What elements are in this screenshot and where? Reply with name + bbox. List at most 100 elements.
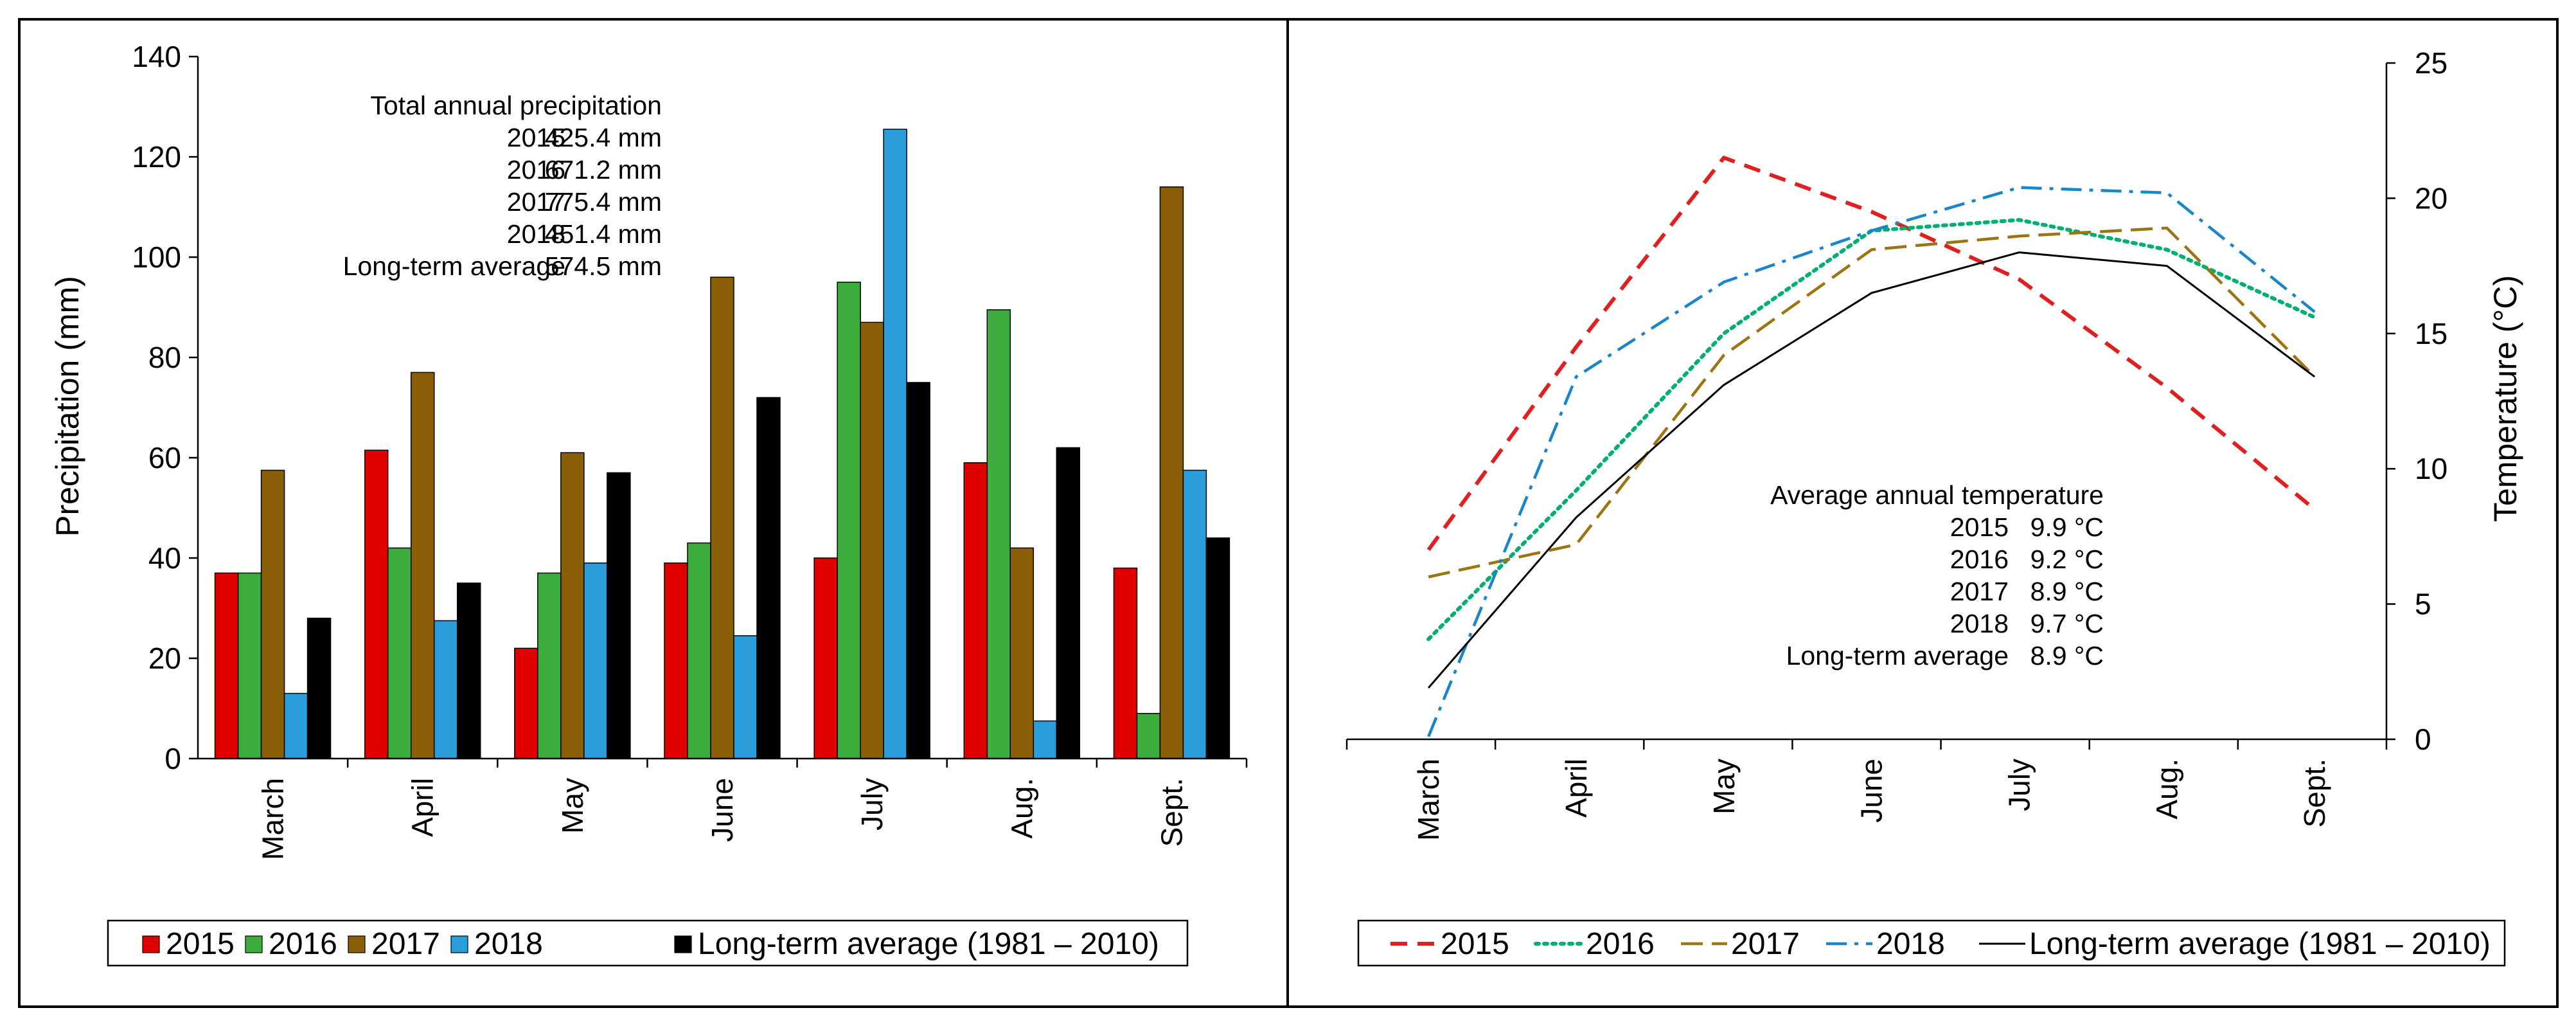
bar-2018-aug [1033,720,1058,759]
precipitation-annotation-label: Long-term average [343,251,565,281]
temperature-legend-label: 2017 [1731,927,1800,961]
bar-2015-aug [963,462,988,759]
precipitation-annotation-value: 671.2 mm [545,155,662,184]
bar-long-term-average-1981-2010-may [607,472,631,759]
line-2015 [1426,156,2316,552]
bar-2016-aug [986,309,1011,759]
temperature-y-tick-label: 15 [2415,317,2447,350]
bar-2017-may [560,452,585,759]
temperature-annotation: Average annual temperature 2015 9.9 °C 201… [1770,480,2104,670]
precipitation-legend-label: 2016 [269,927,337,961]
temperature-lines [1426,156,2317,737]
bar-2018-april [433,620,458,759]
temperature-annotation-label: 2016 [1950,544,2009,574]
precipitation-y-tick-label: 40 [148,541,181,575]
precipitation-legend-swatch-2015 [142,935,160,953]
temperature-legend-label: 2016 [1586,927,1655,961]
temperature-annotation-label: 2018 [1950,609,2009,638]
precipitation-axes: 0 20 40 60 80 100 120 140 March April May June July A… [132,40,1248,860]
bar-2015-sept [1113,567,1138,759]
precipitation-x-tick-label: Aug. [1005,778,1038,839]
bar-long-term-average-1981-2010-april [456,582,481,759]
precipitation-y-tick-label: 80 [148,341,181,374]
temperature-legend: 2015 2016 2017 2018 Long-term average (1981 … [1357,919,2506,967]
precipitation-legend-swatch-2017 [348,935,366,953]
precipitation-y-tick-label: 140 [132,40,181,73]
bar-2017-july [860,321,884,759]
temperature-y-tick-label: 20 [2415,181,2447,215]
bar-2017-june [710,276,734,759]
temperature-annotation-label: Long-term average [1786,641,2009,670]
precipitation-y-tick-label: 0 [164,742,181,775]
temperature-x-tick-label: Aug. [2150,759,2183,820]
precipitation-legend-label: 2015 [166,927,235,961]
precipitation-legend-box [107,919,1189,967]
precipitation-y-tick-label: 100 [132,240,181,274]
bar-2017-sept [1159,186,1184,759]
temperature-y-tick-label: 0 [2415,723,2431,756]
bar-2018-march [283,692,308,759]
precipitation-legend-swatch-long-term-average-1981-2010 [674,935,692,953]
precipitation-x-tick-label: June [706,778,739,842]
temperature-legend-label: Long-term average (1981 – 2010) [2029,927,2491,961]
bar-2015-march [214,572,239,759]
temperature-chart: 0 5 10 15 20 25 March April May June July Aug. Sept.… [1346,46,2523,967]
precipitation-x-tick-label: Sept. [1155,778,1188,847]
precipitation-legend-swatch-2016 [245,935,263,953]
temperature-legend-label: 2018 [1876,927,1945,961]
bar-2016-march [237,572,262,759]
precipitation-annotation-value: 574.5 mm [545,251,662,281]
precipitation-annotation-label: 2018 [507,219,565,249]
precipitation-bars [214,129,1230,759]
temperature-y-axis-label: Temperature (°C) [2487,275,2523,522]
temperature-axes: 0 5 10 15 20 25 March April May June July Aug. Sept. [1346,46,2447,841]
line-long-term-average-1981-2010 [1427,251,2316,688]
temperature-x-tick-label: May [1707,759,1741,815]
precipitation-annotation-title: Total annual precipitation [370,91,662,120]
temperature-legend-label: 2015 [1441,927,1509,961]
bar-2016-april [387,547,412,759]
bar-2016-sept [1136,713,1161,759]
precipitation-y-tick-label: 20 [148,642,181,675]
precipitation-x-tick-label: March [256,778,290,860]
bar-long-term-average-1981-2010-sept [1205,537,1230,759]
bar-2018-june [733,635,758,759]
temperature-annotation-label: 2015 [1950,512,2009,542]
precipitation-y-axis-label: Precipitation (mm) [49,276,85,537]
temperature-annotation-title: Average annual temperature [1770,480,2104,510]
temperature-annotation-value: 9.9 °C [2030,512,2104,542]
precipitation-legend-label: Long-term average (1981 – 2010) [698,927,1159,961]
bar-2017-aug [1009,547,1035,759]
precipitation-annotation-value: 451.4 mm [545,219,662,249]
temperature-legend-box [1357,919,2506,967]
precipitation-annotation-label: 2016 [507,155,565,184]
precipitation-y-tick-label: 60 [148,441,181,474]
temperature-x-tick-label: Sept. [2298,759,2331,827]
precipitation-chart: 0 20 40 60 80 100 120 140 March April May June July A… [49,40,1248,967]
bar-2018-sept [1182,469,1207,759]
temperature-x-tick-label: April [1559,759,1593,818]
temperature-annotation-value: 9.7 °C [2030,609,2104,638]
line-2016 [1426,218,2317,642]
temperature-x-tick-label: July [2003,759,2036,811]
precipitation-annotation-value: 775.4 mm [545,187,662,217]
bar-long-term-average-1981-2010-aug [1056,447,1081,759]
precipitation-x-tick-label: April [406,778,440,837]
temperature-y-tick-label: 25 [2415,46,2447,80]
temperature-y-tick-label: 10 [2415,452,2447,485]
bar-2016-july [837,282,861,759]
precipitation-x-tick-label: May [556,778,589,834]
precipitation-annotation-label: 2017 [507,187,565,217]
temperature-x-tick-label: March [1412,759,1445,841]
bar-2015-july [813,557,838,759]
precipitation-legend-label: 2017 [371,927,440,961]
line-2018 [1427,186,2316,737]
precipitation-legend-swatch-2018 [450,935,468,953]
bar-long-term-average-1981-2010-july [906,382,930,759]
temperature-x-tick-label: June [1855,759,1888,823]
bar-2016-may [537,572,562,759]
bar-2018-may [583,562,608,759]
temperature-annotation-value: 8.9 °C [2030,577,2104,606]
